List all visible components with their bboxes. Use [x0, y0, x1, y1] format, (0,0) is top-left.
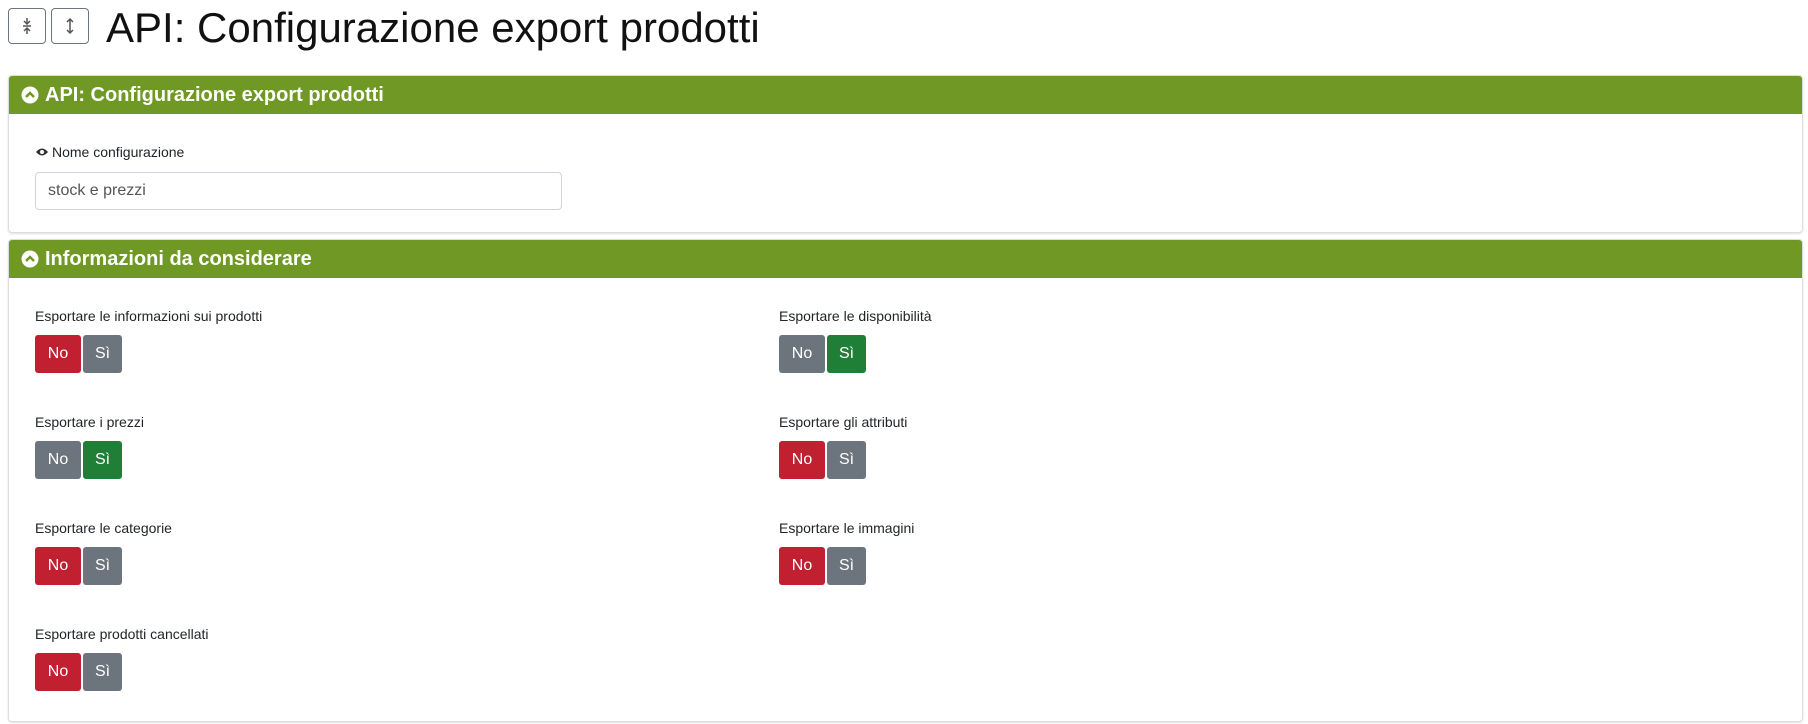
toggle-button[interactable]: No: [35, 441, 81, 479]
toggle-button[interactable]: Sì: [83, 547, 122, 585]
toggle-button[interactable]: Sì: [83, 441, 122, 479]
toggle-button[interactable]: No: [779, 335, 825, 373]
toggle-label: Esportare prodotti cancellati: [35, 626, 209, 642]
field-label: Nome configurazione: [52, 144, 185, 160]
toggle-label: Esportare le immagini: [779, 520, 915, 536]
toggle-button[interactable]: Sì: [83, 653, 122, 691]
toggle-button[interactable]: Sì: [827, 441, 866, 479]
panel-title: Informazioni da considerare: [45, 247, 312, 270]
toggle-button[interactable]: No: [35, 547, 81, 585]
toggle-label: Esportare le disponibilità: [779, 308, 932, 324]
toggle-button[interactable]: No: [779, 441, 825, 479]
panel-header[interactable]: Informazioni da considerare: [9, 240, 1802, 278]
text-input[interactable]: stock e prezzi: [35, 172, 562, 210]
toggle-label: Esportare i prezzi: [35, 414, 144, 430]
toggle-button[interactable]: Sì: [827, 547, 866, 585]
toggle-button[interactable]: Sì: [827, 335, 866, 373]
toggle-label: Esportare gli attributi: [779, 414, 908, 430]
expand-all-button[interactable]: [51, 8, 89, 44]
panel-title: API: Configurazione export prodotti: [45, 83, 384, 106]
toggle-button[interactable]: No: [779, 547, 825, 585]
toggle-button[interactable]: Sì: [83, 335, 122, 373]
panel-header[interactable]: API: Configurazione export prodotti: [9, 76, 1802, 114]
toggle-button[interactable]: No: [35, 653, 81, 691]
info-panel: Informazioni da considerare: [8, 239, 1803, 722]
toggle-label: Esportare le informazioni sui prodotti: [35, 308, 263, 324]
config-panel: API: Configurazione export prodotti: [8, 75, 1803, 233]
toggle-button[interactable]: No: [35, 335, 81, 373]
field-label-wrap: Nome configurazione: [35, 144, 184, 160]
page-title: API: Configurazione export prodotti: [106, 4, 760, 51]
toggle-label: Esportare le categorie: [35, 520, 172, 536]
collapse-all-button[interactable]: [8, 8, 46, 44]
